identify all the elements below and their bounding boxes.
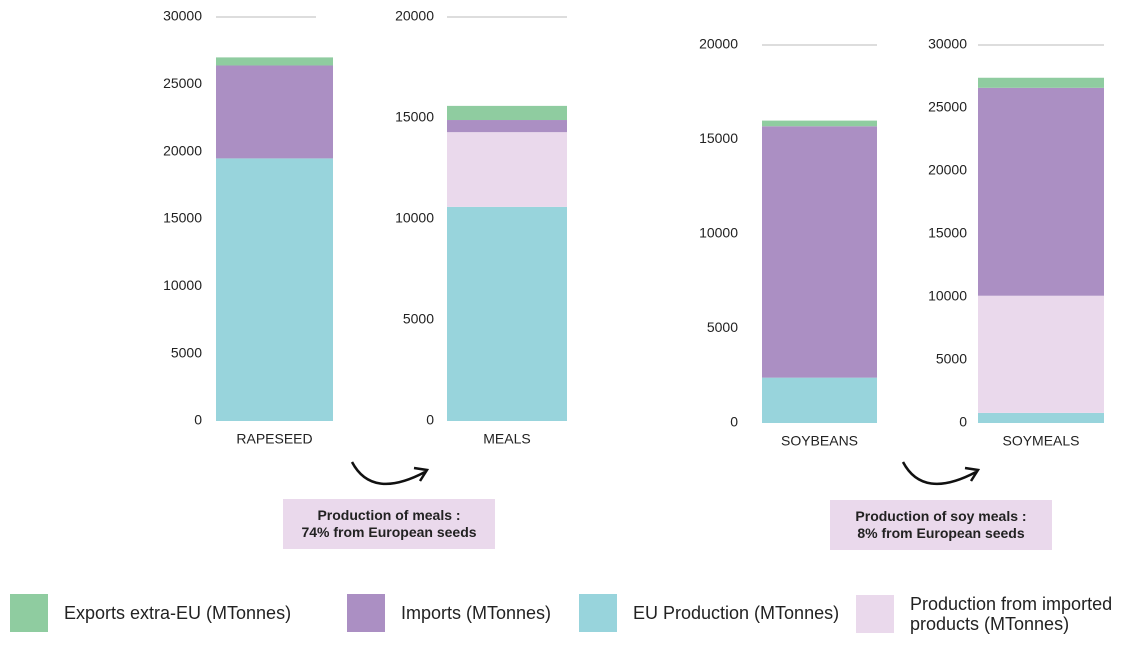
annotation-line: Production of meals : [289,507,489,524]
legend-item: Production from imported products (MTonn… [856,594,1141,634]
y-tick-label: 10000 [699,225,738,241]
bar-segment [762,126,877,377]
annotation-line: 74% from European seeds [289,524,489,541]
y-tick-label: 0 [426,412,434,428]
chart: 0 5000 10000 15000 20000 25000 30000 RAPESEED 0 5… [0,0,1141,651]
x-tick-label: RAPESEED [236,431,312,447]
legend-swatch [347,594,385,632]
bar-segment [447,106,567,120]
x-tick-label: SOYMEALS [1002,433,1079,449]
y-tick-label: 5000 [707,319,738,335]
y-tick-label: 0 [194,412,202,428]
legend-swatch [579,594,617,632]
y-tick-label: 20000 [163,142,202,158]
bar-segment [216,158,333,421]
bar-segment [447,207,567,421]
legend-item: EU Production (MTonnes) [579,594,873,632]
y-tick-label: 15000 [699,130,738,146]
y-tick-label: 15000 [928,225,967,241]
legend-label: EU Production (MTonnes) [633,603,873,623]
bar-segment [978,413,1104,423]
y-tick-label: 30000 [928,36,967,52]
bar-segment [216,65,333,158]
y-tick-label: 5000 [171,344,202,360]
page: 0 5000 10000 15000 20000 25000 30000 RAPESEED 0 5… [0,0,1141,651]
y-tick-label: 25000 [163,75,202,91]
legend-label: Exports extra-EU (MTonnes) [64,603,291,623]
bar-segment [216,57,333,65]
annotation: Production of meals : 74% from European … [283,499,495,549]
annotation: Production of soy meals : 8% from Europe… [830,500,1052,550]
legend-label: Imports (MTonnes) [401,603,551,623]
bar-segment [762,378,877,423]
y-tick-label: 5000 [936,351,967,367]
y-tick-label: 25000 [928,99,967,115]
bar-segment [447,132,567,207]
bar-segment [978,296,1104,413]
legend-swatch [10,594,48,632]
y-tick-label: 0 [730,414,738,430]
y-tick-label: 0 [959,414,967,430]
arrow [352,462,425,484]
y-tick-label: 10000 [395,210,434,226]
annotation-line: 8% from European seeds [836,525,1046,542]
legend-item: Imports (MTonnes) [347,594,551,632]
y-tick-label: 20000 [928,162,967,178]
y-tick-label: 15000 [163,210,202,226]
y-tick-label: 20000 [699,36,738,52]
y-tick-label: 30000 [163,8,202,24]
y-tick-label: 20000 [395,8,434,24]
y-tick-label: 10000 [928,288,967,304]
bar-segment [978,88,1104,296]
legend-label: Production from imported products (MTonn… [910,594,1141,634]
y-tick-label: 15000 [395,109,434,125]
annotation-line: Production of soy meals : [836,508,1046,525]
legend-item: Exports extra-EU (MTonnes) [10,594,291,632]
y-tick-label: 10000 [163,277,202,293]
bar-segment [978,78,1104,88]
bar-segment [447,120,567,132]
arrow [903,462,976,484]
bar-segment [762,121,877,127]
y-tick-label: 5000 [403,311,434,327]
x-tick-label: SOYBEANS [781,433,858,449]
x-tick-label: MEALS [483,431,530,447]
